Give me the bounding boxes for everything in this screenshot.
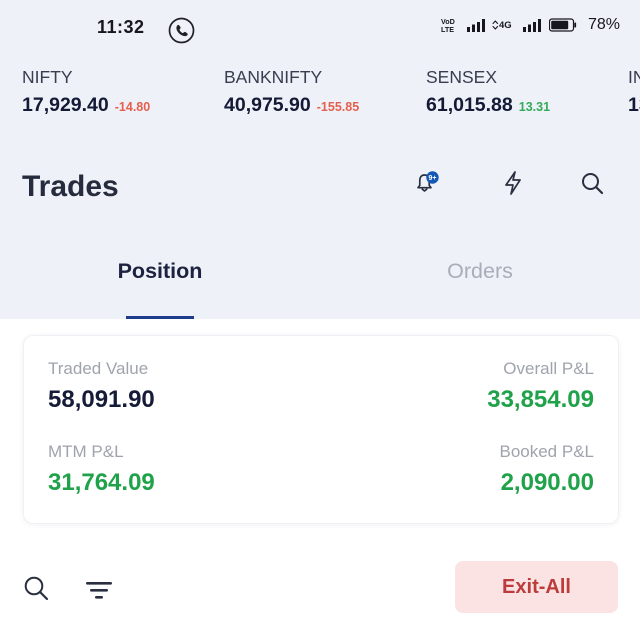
svg-text:LTE: LTE <box>441 25 454 34</box>
svg-text:4G: 4G <box>499 20 512 31</box>
svg-text:9+: 9+ <box>429 175 437 182</box>
